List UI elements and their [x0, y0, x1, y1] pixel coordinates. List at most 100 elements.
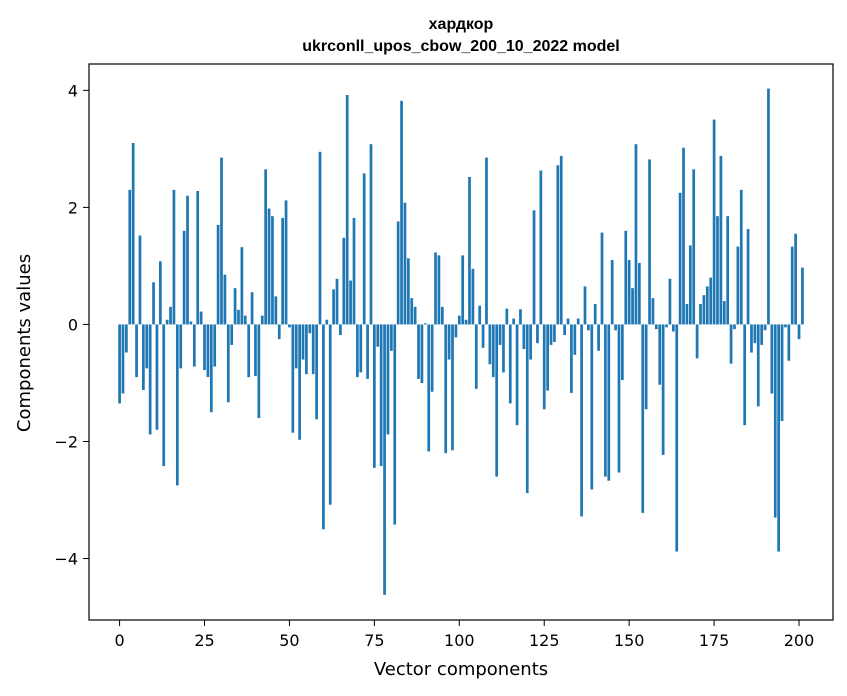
- bar: [366, 324, 369, 379]
- bar: [447, 324, 451, 360]
- bar: [634, 144, 638, 325]
- x-tick-label: 50: [279, 631, 299, 650]
- bar: [491, 324, 495, 378]
- bar: [155, 324, 159, 430]
- bar: [488, 324, 492, 365]
- bar: [539, 170, 543, 325]
- plot-frame: [88, 63, 834, 621]
- bar: [226, 324, 230, 403]
- bar: [773, 324, 777, 518]
- bar: [403, 202, 407, 325]
- bar: [376, 324, 380, 347]
- bar: [434, 252, 437, 325]
- bar: [406, 258, 410, 325]
- bar: [430, 324, 434, 392]
- chart-title: хардкор: [429, 16, 494, 33]
- bar: [767, 88, 770, 325]
- bar: [169, 306, 172, 325]
- bar: [498, 324, 502, 345]
- bar: [318, 151, 322, 325]
- x-tick-label: 175: [699, 631, 730, 650]
- bar: [342, 237, 346, 325]
- bar: [393, 324, 397, 525]
- bar: [254, 324, 257, 376]
- bar: [515, 324, 519, 426]
- bar: [233, 288, 237, 325]
- bar: [743, 324, 747, 426]
- y-tick-label: 2: [68, 198, 78, 217]
- bar: [383, 324, 386, 595]
- bar: [760, 324, 764, 345]
- bar: [597, 324, 600, 351]
- bar: [444, 324, 448, 454]
- bar: [641, 324, 645, 513]
- bar: [308, 324, 312, 334]
- bar: [627, 260, 631, 325]
- bar: [536, 324, 539, 344]
- y-tick-label: −2: [54, 432, 78, 451]
- bar: [716, 216, 719, 325]
- bar: [478, 305, 482, 325]
- bar: [250, 292, 254, 325]
- x-tick-label: 200: [784, 631, 815, 650]
- bar: [288, 324, 291, 328]
- bar: [729, 324, 733, 364]
- bar: [665, 324, 668, 328]
- bar: [722, 301, 726, 325]
- bar: [457, 315, 461, 325]
- bar: [359, 324, 363, 373]
- bar: [189, 321, 193, 325]
- bar: [532, 210, 536, 325]
- bar: [230, 324, 234, 345]
- bar: [648, 159, 651, 325]
- bar: [556, 165, 560, 325]
- bar: [179, 324, 183, 369]
- bar: [223, 274, 227, 325]
- bar: [610, 260, 614, 325]
- y-axis-label: Components values: [14, 254, 35, 432]
- x-tick-label: 0: [114, 631, 124, 650]
- bar: [512, 318, 516, 325]
- bar: [301, 324, 305, 360]
- bar: [440, 306, 444, 325]
- bar: [417, 324, 420, 379]
- bar: [726, 216, 730, 325]
- bar: [264, 169, 268, 325]
- bar: [142, 324, 145, 390]
- bar: [260, 315, 264, 325]
- bar: [685, 303, 689, 325]
- chart-subtitle: ukrconll_upos_cbow_200_10_2022 model: [302, 38, 619, 55]
- bar: [294, 324, 298, 369]
- bar: [753, 324, 757, 344]
- bar: [322, 324, 325, 530]
- bar: [220, 157, 223, 325]
- bar: [328, 324, 332, 505]
- y-axis-ticks: −4 −2 0 2 4: [54, 81, 89, 569]
- bar: [281, 217, 284, 325]
- bar: [390, 324, 393, 351]
- bar: [128, 189, 132, 325]
- bar: [587, 324, 590, 331]
- bar: [654, 324, 658, 330]
- bar: [362, 173, 366, 325]
- bar: [661, 324, 665, 455]
- bar: [678, 192, 682, 325]
- bar: [284, 200, 288, 325]
- bar: [801, 267, 804, 325]
- bar: [464, 319, 468, 325]
- bar: [274, 296, 278, 325]
- bar: [471, 268, 475, 325]
- bar: [352, 217, 356, 325]
- bar: [566, 318, 570, 325]
- bar: [777, 324, 780, 552]
- x-tick-label: 25: [194, 631, 214, 650]
- x-tick-label: 125: [529, 631, 560, 650]
- bar: [705, 286, 709, 325]
- bars-group: [118, 88, 804, 595]
- bar: [763, 324, 767, 331]
- bar: [175, 324, 179, 486]
- bar: [427, 324, 431, 452]
- bar: [199, 311, 203, 325]
- bar: [271, 216, 274, 325]
- bar: [658, 324, 662, 385]
